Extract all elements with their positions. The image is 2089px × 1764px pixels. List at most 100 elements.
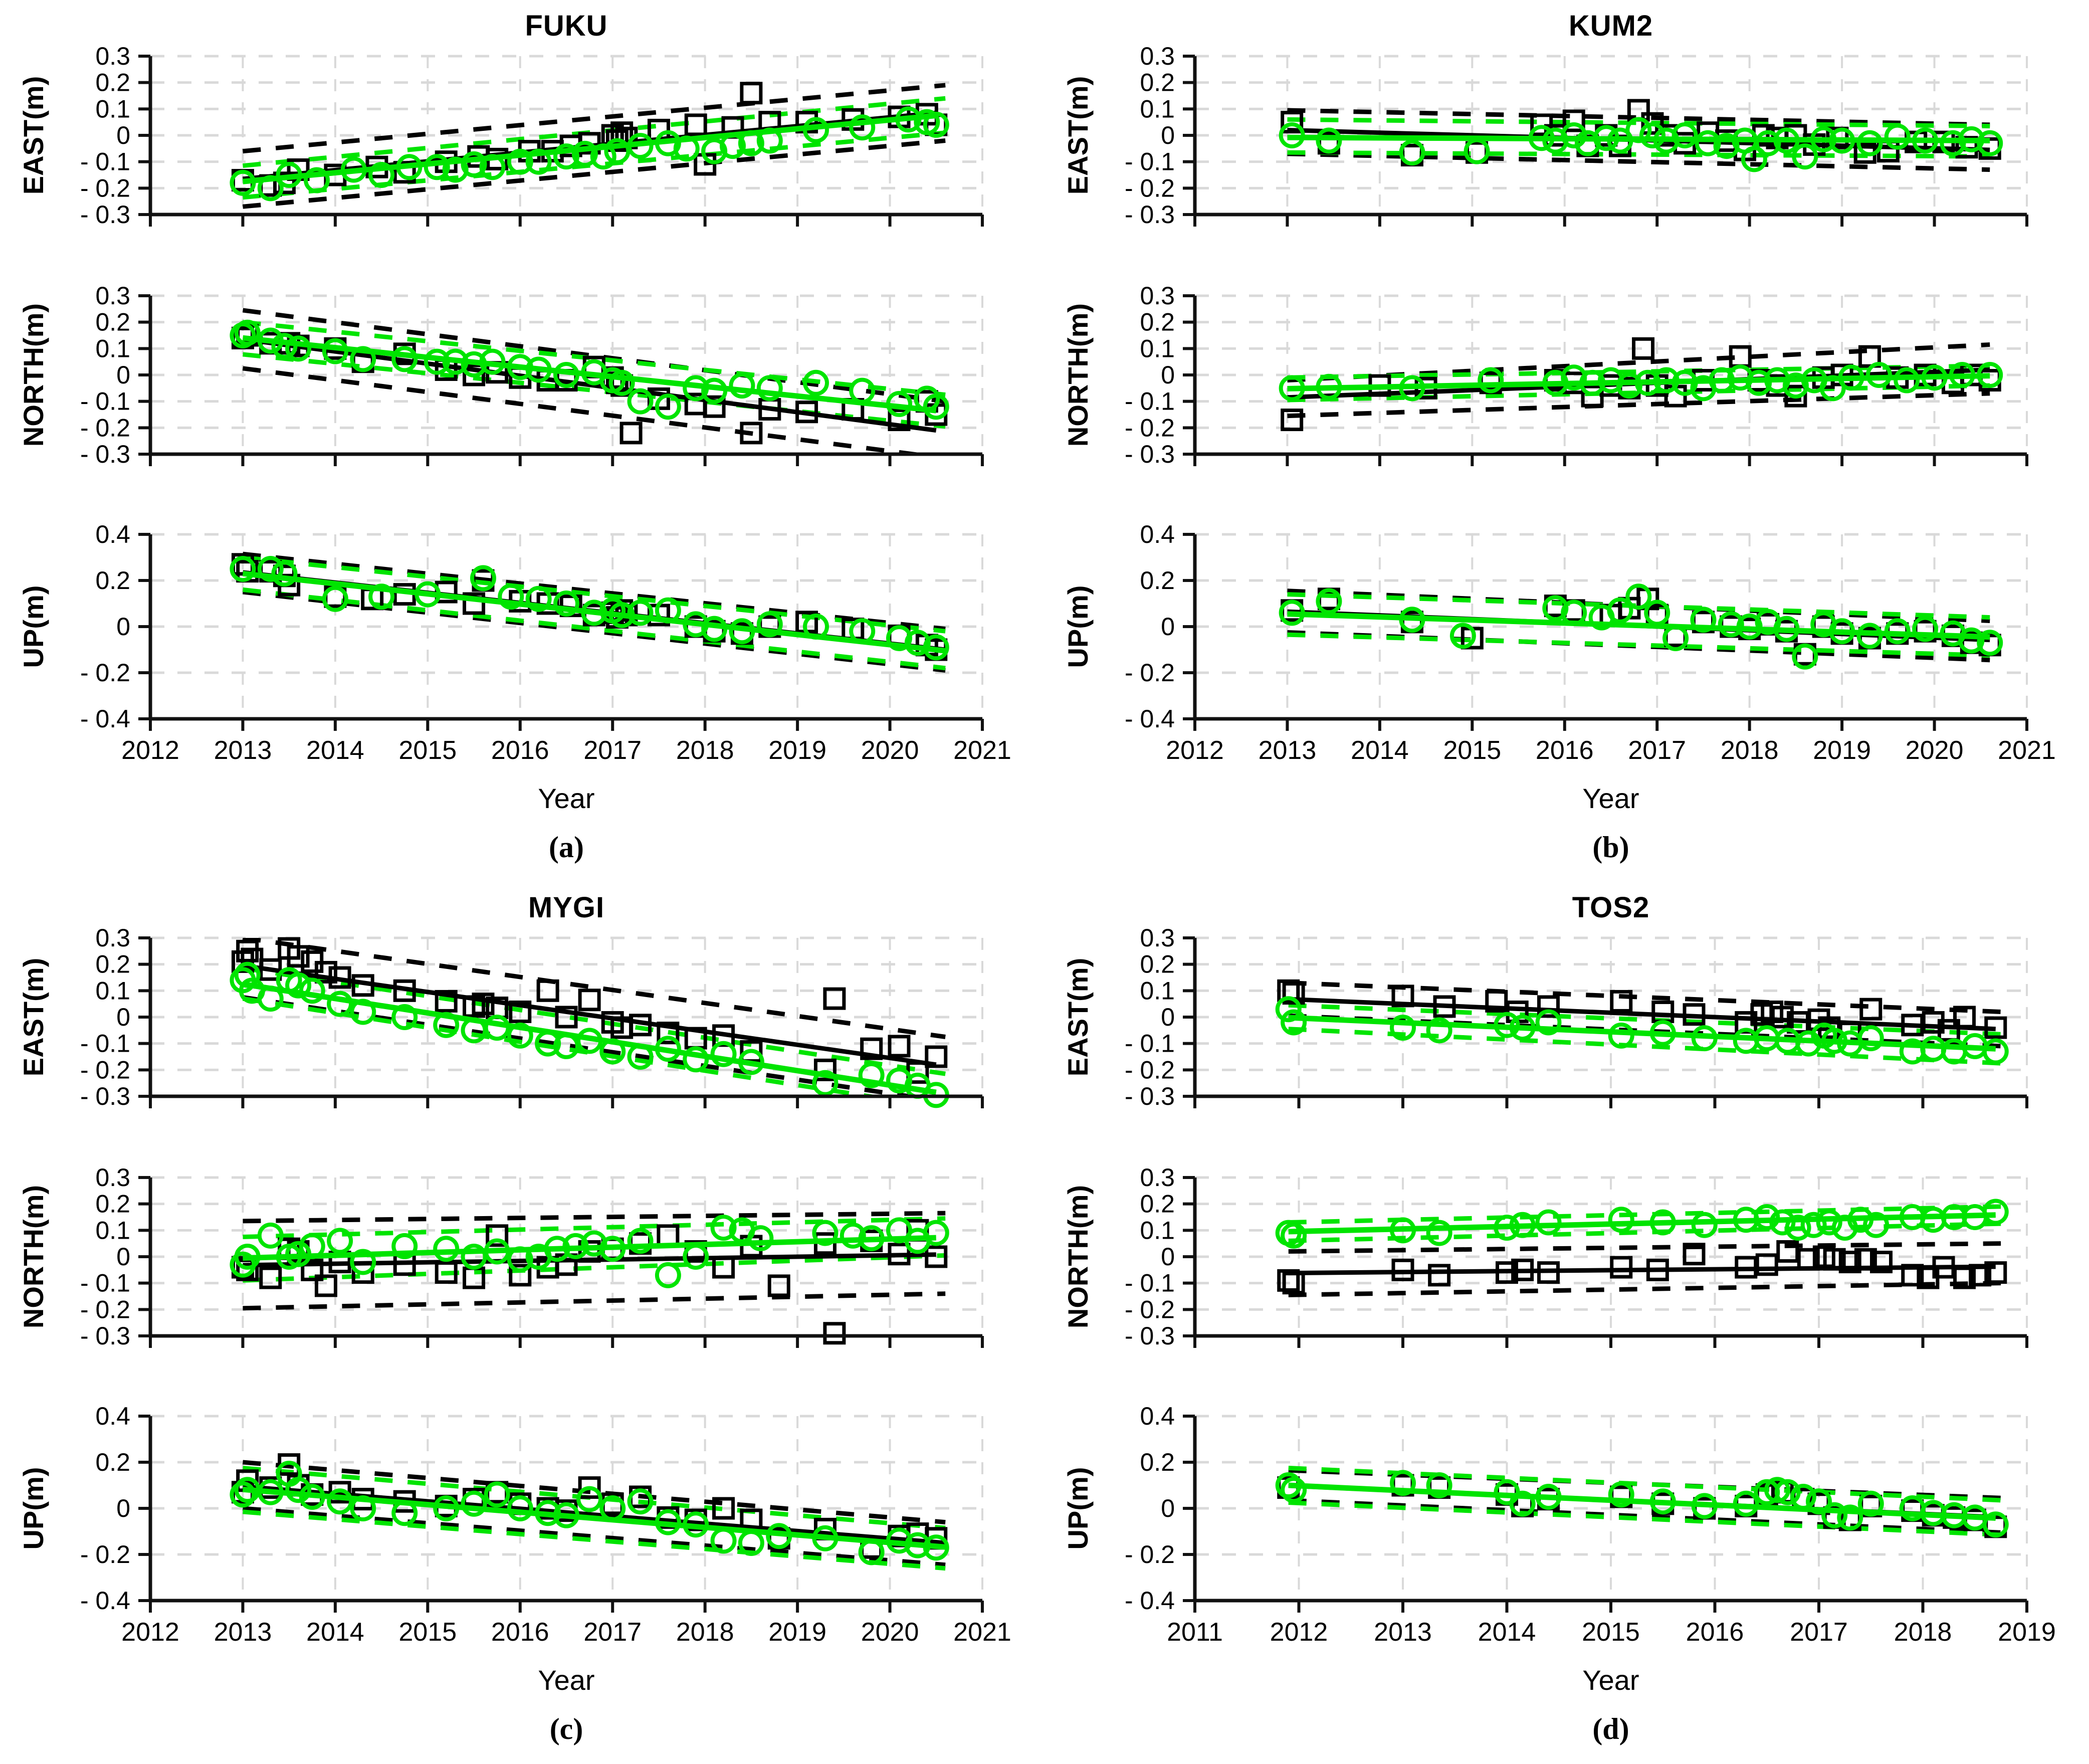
subplot-east: 0.30.20.10- 0.1- 0.2- 0.3 EAST(m) bbox=[18, 42, 984, 229]
green-circle-marker bbox=[1478, 367, 1504, 394]
green-circle-marker bbox=[858, 1225, 885, 1252]
green-circle-marker bbox=[655, 1036, 681, 1062]
green-fit-line bbox=[1288, 1212, 1996, 1235]
tick-label: 2012 bbox=[121, 1618, 179, 1647]
green-circle-marker bbox=[525, 356, 552, 383]
green-circle-marker bbox=[1616, 372, 1642, 399]
tick-label: - 0.4 bbox=[1125, 705, 1175, 733]
green-circle-marker bbox=[581, 600, 607, 626]
green-circle-marker bbox=[1949, 362, 1975, 388]
green-circle-marker bbox=[1856, 623, 1883, 649]
black-square-marker bbox=[823, 1322, 846, 1345]
green-circle-marker bbox=[1977, 630, 2003, 656]
green-circle-markers bbox=[1279, 362, 2003, 402]
subplot-east: 0.30.20.10- 0.1- 0.2- 0.3 EAST(m) bbox=[18, 924, 984, 1110]
green-circle-marker bbox=[710, 1041, 737, 1067]
tick-label: 0 bbox=[116, 1243, 130, 1271]
tick-label: 2018 bbox=[1894, 1618, 1952, 1647]
green-circle-marker bbox=[803, 369, 829, 396]
green-circle-marker bbox=[1426, 1472, 1452, 1498]
green-circle-marker bbox=[1316, 373, 1342, 400]
green-circle-marker bbox=[368, 583, 395, 610]
black-square-marker bbox=[813, 1058, 837, 1081]
tick-label: 2019 bbox=[768, 736, 826, 765]
tick-label: 2012 bbox=[1270, 1618, 1328, 1647]
green-circle-marker bbox=[350, 1249, 376, 1275]
green-circle-markers bbox=[1275, 1199, 2009, 1249]
green-circle-marker bbox=[257, 556, 284, 582]
tick-label: - 0.2 bbox=[1125, 414, 1175, 442]
tick-label: 2020 bbox=[1906, 736, 1964, 765]
panel-a: 0.3 0.2 0.1 0- 0.1- 0.2- 0.3 EAST(m) 0.3 0.2 0.… bbox=[0, 0, 1044, 882]
tick-label: 2014 bbox=[306, 1618, 364, 1647]
green-circle-marker bbox=[1912, 616, 1939, 642]
green-circle-marker bbox=[849, 377, 876, 404]
subplot-up: 0.4 0.2 0 - 0.2 - 0.4 UP(m) 2012 2013 2014 2015 20… bbox=[18, 520, 1011, 765]
tick-label: 0.3 bbox=[95, 42, 130, 70]
black-square-marker bbox=[795, 401, 818, 424]
green-circle-marker bbox=[1764, 1477, 1790, 1503]
green-circle-marker bbox=[484, 1238, 510, 1265]
tick-label: 2020 bbox=[861, 736, 919, 765]
green-circle-marker bbox=[461, 351, 487, 377]
green-circle-marker bbox=[1608, 1022, 1634, 1049]
green-circle-marker bbox=[1829, 127, 1855, 154]
green-circle-marker bbox=[498, 583, 524, 610]
tick-label: 2019 bbox=[1998, 1618, 2056, 1647]
green-circle-marker bbox=[599, 1038, 626, 1065]
green-circle-marker bbox=[1426, 1220, 1452, 1246]
green-circle-marker bbox=[507, 1022, 533, 1049]
green-circle-marker bbox=[803, 117, 829, 143]
green-circle-marker bbox=[1281, 1009, 1307, 1036]
black-square-marker bbox=[1428, 1264, 1451, 1287]
tick-label: - 0.1 bbox=[80, 1269, 130, 1297]
tick-label: - 0.4 bbox=[1125, 1587, 1175, 1615]
tick-label: 0.2 bbox=[95, 950, 130, 978]
green-circle-marker bbox=[812, 1070, 839, 1096]
green-circle-marker bbox=[1494, 1012, 1520, 1038]
black-square-marker bbox=[1282, 982, 1305, 1005]
plot-svg-c: 0.30.20.10- 0.1- 0.2- 0.3EAST(m)0.30.20.… bbox=[18, 924, 1011, 1647]
black-square-marker bbox=[1969, 1264, 1992, 1287]
green-circle-marker bbox=[720, 133, 746, 159]
green-circle-marker bbox=[571, 140, 598, 167]
tick-label: 2017 bbox=[583, 736, 642, 765]
green-circle-marker bbox=[230, 556, 256, 582]
tick-label: - 0.1 bbox=[80, 1030, 130, 1058]
subplot-up: 0.4 0.2 0 - 0.2 - 0.4 UP(m) 2012 2013 2014 2015 20… bbox=[1062, 520, 2056, 765]
green-circle-marker bbox=[1940, 130, 1966, 156]
green-circle-marker bbox=[923, 1220, 949, 1246]
subplot-north: 0.30.20.10- 0.1- 0.2- 0.3 NORTH(m) bbox=[1062, 282, 2028, 468]
tick-label: 2014 bbox=[1478, 1618, 1536, 1647]
black-square-marker bbox=[1282, 1272, 1305, 1295]
plot-svg-a: 0.30.20.10- 0.1- 0.2- 0.3EAST(m)0.30.20.… bbox=[18, 42, 1011, 765]
green-circle-marker bbox=[1773, 127, 1800, 154]
black-square-marker bbox=[435, 1261, 458, 1284]
subplot-up: 0.4 0.2 0 - 0.2 - 0.4 UP(m) 2011 2012 2013 2014 20… bbox=[1062, 1402, 2056, 1647]
tick-label: 0 bbox=[116, 361, 130, 389]
green-circle-marker bbox=[1608, 1207, 1634, 1233]
green-circle-marker bbox=[230, 1481, 256, 1508]
green-circle-marker bbox=[1691, 1212, 1718, 1238]
green-circle-marker bbox=[1542, 595, 1569, 622]
green-circle-marker bbox=[627, 388, 654, 415]
green-circle-markers bbox=[230, 1215, 949, 1288]
green-circle-marker bbox=[340, 156, 367, 183]
green-circle-marker bbox=[271, 333, 298, 359]
green-circle-markers bbox=[230, 961, 949, 1108]
green-circle-marker bbox=[285, 972, 312, 999]
green-circle-marker bbox=[756, 611, 783, 638]
green-circle-marker bbox=[1579, 369, 1606, 396]
green-circle-marker bbox=[923, 634, 949, 661]
tick-label: - 0.3 bbox=[80, 440, 130, 468]
black-square-marker bbox=[393, 979, 416, 1002]
black-square-marker bbox=[1953, 1006, 1976, 1029]
green-circle-marker bbox=[414, 581, 441, 608]
green-circle-marker bbox=[1755, 130, 1781, 156]
tick-label: EAST(m) bbox=[1062, 76, 1094, 194]
green-circle-marker bbox=[1639, 122, 1665, 148]
green-circle-marker bbox=[1649, 1020, 1676, 1046]
green-circle-marker bbox=[299, 977, 325, 1004]
black-square-marker bbox=[1537, 995, 1560, 1018]
green-circle-marker bbox=[234, 1244, 261, 1270]
